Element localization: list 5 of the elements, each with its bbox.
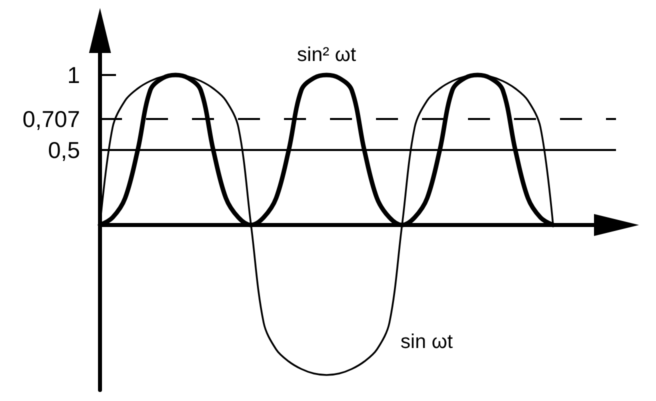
- series-label: sin² ωt: [297, 44, 356, 66]
- y-tick-label: 1: [67, 62, 80, 88]
- y-tick-label: 0,707: [22, 106, 80, 132]
- series-label: sin ωt: [400, 331, 454, 353]
- y-tick-label: 0,5: [48, 137, 80, 163]
